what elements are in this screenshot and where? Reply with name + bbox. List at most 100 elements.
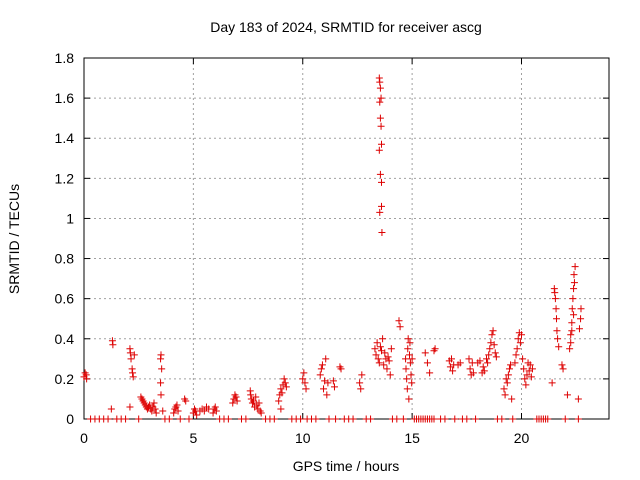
data-point: [376, 343, 384, 351]
x-tick-label: 20: [514, 430, 530, 446]
data-point: [302, 385, 310, 393]
y-tick-label: 0: [66, 411, 74, 427]
data-point: [498, 415, 506, 423]
data-point: [122, 415, 130, 423]
data-point: [83, 375, 91, 383]
data-point: [367, 415, 375, 423]
data-point: [376, 84, 384, 92]
data-point: [278, 389, 286, 397]
data-point: [484, 359, 492, 367]
data-point: [505, 365, 513, 373]
data-point: [570, 285, 578, 293]
data-point: [488, 331, 496, 339]
data-point: [135, 415, 143, 423]
data-point: [449, 367, 457, 375]
data-point: [566, 345, 574, 353]
data-point: [430, 415, 438, 423]
data-point: [552, 305, 560, 313]
data-point: [157, 351, 165, 359]
data-point: [513, 345, 521, 353]
data-point: [247, 391, 255, 399]
data-point: [229, 399, 237, 407]
x-axis-label: GPS time / hours: [293, 458, 400, 474]
data-point: [277, 385, 285, 393]
data-point: [384, 353, 392, 361]
data-point: [514, 335, 522, 343]
data-point: [233, 397, 241, 405]
data-point: [551, 295, 559, 303]
data-point: [575, 325, 583, 333]
data-point: [466, 365, 474, 373]
data-point: [380, 361, 388, 369]
data-point: [491, 349, 499, 357]
data-point: [402, 365, 410, 373]
data-point: [371, 345, 379, 353]
data-point: [252, 393, 260, 401]
data-point: [322, 355, 330, 363]
data-point: [200, 407, 208, 415]
data-point: [469, 369, 477, 377]
data-point: [126, 403, 134, 411]
data-point: [130, 351, 138, 359]
points-layer: [80, 74, 585, 423]
data-point: [174, 407, 182, 415]
data-point: [375, 146, 383, 154]
data-point: [173, 401, 181, 409]
data-point: [129, 373, 137, 381]
data-point: [224, 415, 232, 423]
data-point: [158, 365, 166, 373]
data-point: [250, 397, 258, 405]
data-point: [476, 357, 484, 365]
data-point: [492, 353, 500, 361]
data-point: [456, 359, 464, 367]
data-point: [358, 371, 366, 379]
data-point: [376, 208, 384, 216]
data-point: [374, 355, 382, 363]
data-point: [109, 341, 117, 349]
data-point: [512, 351, 520, 359]
x-tick-label: 5: [189, 430, 197, 446]
data-point: [317, 365, 325, 373]
y-tick-label: 1.8: [55, 50, 75, 66]
data-point: [480, 367, 488, 375]
data-point: [408, 355, 416, 363]
data-point: [395, 317, 403, 325]
data-point: [312, 415, 320, 423]
data-point: [270, 415, 278, 423]
data-point: [406, 359, 414, 367]
data-point: [277, 405, 285, 413]
data-point: [504, 371, 512, 379]
data-point: [300, 369, 308, 377]
data-point: [463, 415, 471, 423]
data-point: [373, 339, 381, 347]
data-point: [323, 391, 331, 399]
data-point: [421, 349, 429, 357]
data-point: [568, 305, 576, 313]
data-point: [170, 409, 178, 417]
y-tick-label: 1.2: [55, 170, 75, 186]
data-point: [396, 323, 404, 331]
data-point: [399, 415, 407, 423]
data-point: [568, 327, 576, 335]
data-point: [297, 415, 305, 423]
data-point: [577, 315, 585, 323]
data-point: [408, 379, 416, 387]
x-tick-label: 10: [295, 430, 311, 446]
data-point: [330, 383, 338, 391]
data-point: [570, 271, 578, 279]
data-point: [127, 355, 135, 363]
data-point: [516, 339, 524, 347]
data-point: [301, 379, 309, 387]
data-point: [212, 407, 220, 415]
data-point: [526, 361, 534, 369]
data-point: [426, 369, 434, 377]
data-point: [193, 411, 201, 419]
data-point: [378, 228, 386, 236]
data-point: [548, 379, 556, 387]
data-point: [357, 385, 365, 393]
data-point: [528, 365, 536, 373]
data-point: [403, 385, 411, 393]
data-point: [255, 399, 263, 407]
data-point: [281, 379, 289, 387]
data-point: [376, 98, 384, 106]
